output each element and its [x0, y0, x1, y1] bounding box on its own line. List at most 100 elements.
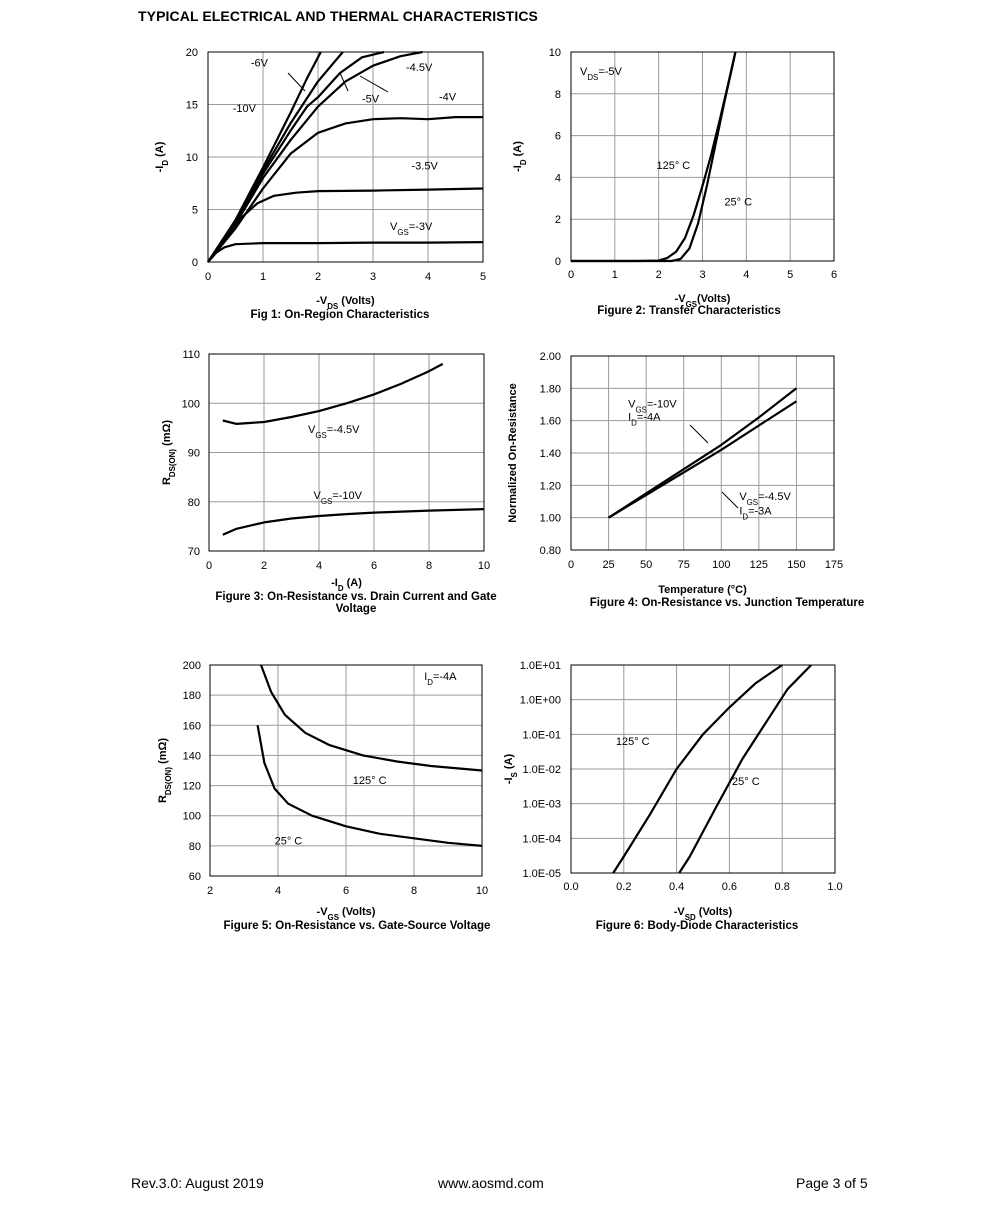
leader-arrow: [287, 72, 306, 92]
x-tick-label: 100: [712, 559, 730, 571]
y-axis-title: -ID (A): [512, 141, 528, 172]
leader-arrow: [689, 424, 709, 444]
y-tick-label: 120: [183, 781, 201, 793]
annotation-label: ID=-3A: [739, 505, 772, 521]
y-tick-label: 0.80: [540, 545, 561, 557]
x-tick-label: 3: [699, 269, 705, 281]
y-tick-label: 200: [183, 660, 201, 672]
y-tick-label: 80: [189, 841, 201, 853]
y-tick-label: 80: [188, 497, 200, 509]
y-tick-label: 1.40: [540, 448, 561, 460]
x-tick-label: 4: [425, 271, 431, 283]
y-tick-label: 100: [183, 811, 201, 823]
footer-page-number: Page 3 of 5: [796, 1175, 868, 1191]
y-tick-label: 8: [555, 89, 561, 101]
series-line: [612, 664, 783, 874]
annotation-label: VGS=-4.5V: [308, 424, 360, 440]
x-tick-label: 0: [568, 559, 574, 571]
x-tick-label: 0.2: [616, 881, 631, 893]
x-tick-label: 0: [206, 560, 212, 572]
y-tick-label: 1.00: [540, 513, 561, 525]
x-tick-label: 125: [750, 559, 768, 571]
y-tick-label: 2.00: [540, 351, 561, 363]
annotation-label: -5V: [362, 93, 380, 105]
annotation-label: -4V: [439, 91, 457, 103]
x-axis-title: Temperature (°C): [658, 584, 747, 596]
footer-website: www.aosmd.com: [438, 1175, 544, 1191]
annotation-label: 125° C: [616, 736, 650, 748]
y-tick-label: 15: [186, 100, 198, 112]
y-tick-label: 1.0E-02: [522, 764, 561, 776]
series-line: [608, 387, 798, 519]
x-tick-label: 1.0: [827, 881, 842, 893]
y-tick-label: 60: [189, 871, 201, 883]
y-axis-title: Normalized On-Resistance: [507, 383, 519, 522]
x-tick-label: 0.4: [669, 881, 684, 893]
leader-arrow: [339, 72, 349, 92]
x-tick-label: 2: [261, 560, 267, 572]
y-tick-label: 1.80: [540, 383, 561, 395]
y-tick-label: 1.0E-03: [522, 799, 561, 811]
y-tick-label: 6: [555, 131, 561, 143]
y-tick-label: 10: [186, 152, 198, 164]
figure-caption: Figure 2: Transfer Characteristics: [597, 305, 780, 317]
x-tick-label: 2: [656, 269, 662, 281]
y-tick-label: 2: [555, 214, 561, 226]
series-line: [207, 187, 484, 263]
series-line: [222, 508, 485, 536]
y-tick-label: 160: [183, 720, 201, 732]
figure-caption: Figure 4: On-Resistance vs. Junction Tem…: [590, 597, 865, 609]
y-tick-label: 4: [555, 172, 561, 184]
x-tick-label: 4: [743, 269, 749, 281]
leader-arrow: [359, 75, 389, 93]
series-line: [678, 664, 812, 874]
annotation-label: VGS=-10V: [628, 399, 677, 415]
x-tick-label: 0.8: [775, 881, 790, 893]
y-tick-label: 140: [183, 750, 201, 762]
y-tick-label: 100: [182, 398, 200, 410]
series-line: [207, 241, 484, 263]
plot-frame: [570, 51, 835, 262]
x-tick-label: 0: [205, 271, 211, 283]
y-tick-label: 1.0E+01: [520, 660, 561, 672]
plot-frame: [570, 664, 836, 874]
y-tick-label: 0: [555, 256, 561, 268]
figure-caption: Voltage: [336, 603, 377, 615]
x-tick-label: 0.0: [563, 881, 578, 893]
annotation-label: -4.5V: [406, 62, 433, 74]
leader-arrow: [721, 491, 739, 509]
x-tick-label: 1: [612, 269, 618, 281]
y-tick-label: 90: [188, 448, 200, 460]
x-tick-label: 6: [831, 269, 837, 281]
footer-revision: Rev.3.0: August 2019: [131, 1175, 264, 1191]
x-tick-label: 1: [260, 271, 266, 283]
annotation-label: 25° C: [732, 776, 760, 788]
x-tick-label: 0: [568, 269, 574, 281]
y-tick-label: 1.0E-01: [522, 729, 561, 741]
y-tick-label: 1.0E-05: [522, 868, 561, 880]
x-tick-label: 5: [787, 269, 793, 281]
annotation-label: VGS=-10V: [314, 490, 363, 506]
y-axis-title: RDS(ON) (mΩ): [157, 738, 173, 803]
x-tick-label: 2: [315, 271, 321, 283]
y-axis-title: RDS(ON) (mΩ): [161, 420, 177, 485]
series-line: [207, 116, 483, 263]
y-tick-label: 10: [549, 47, 561, 59]
series-line: [259, 664, 483, 772]
figure-caption: Fig 1: On-Region Characteristics: [251, 309, 430, 321]
vgs-label: VGS=-3V: [390, 221, 433, 237]
x-tick-label: 8: [426, 560, 432, 572]
y-tick-label: 110: [182, 349, 200, 361]
y-tick-label: 70: [188, 546, 200, 558]
x-axis-title: -ID (A): [331, 577, 362, 593]
figure-caption: Figure 6: Body-Diode Characteristics: [596, 920, 799, 932]
x-tick-label: 150: [787, 559, 805, 571]
x-tick-label: 8: [411, 885, 417, 897]
plot-frame: [208, 353, 485, 552]
figure-caption: Figure 3: On-Resistance vs. Drain Curren…: [215, 591, 496, 603]
y-axis-title: -IS (A): [503, 753, 519, 784]
